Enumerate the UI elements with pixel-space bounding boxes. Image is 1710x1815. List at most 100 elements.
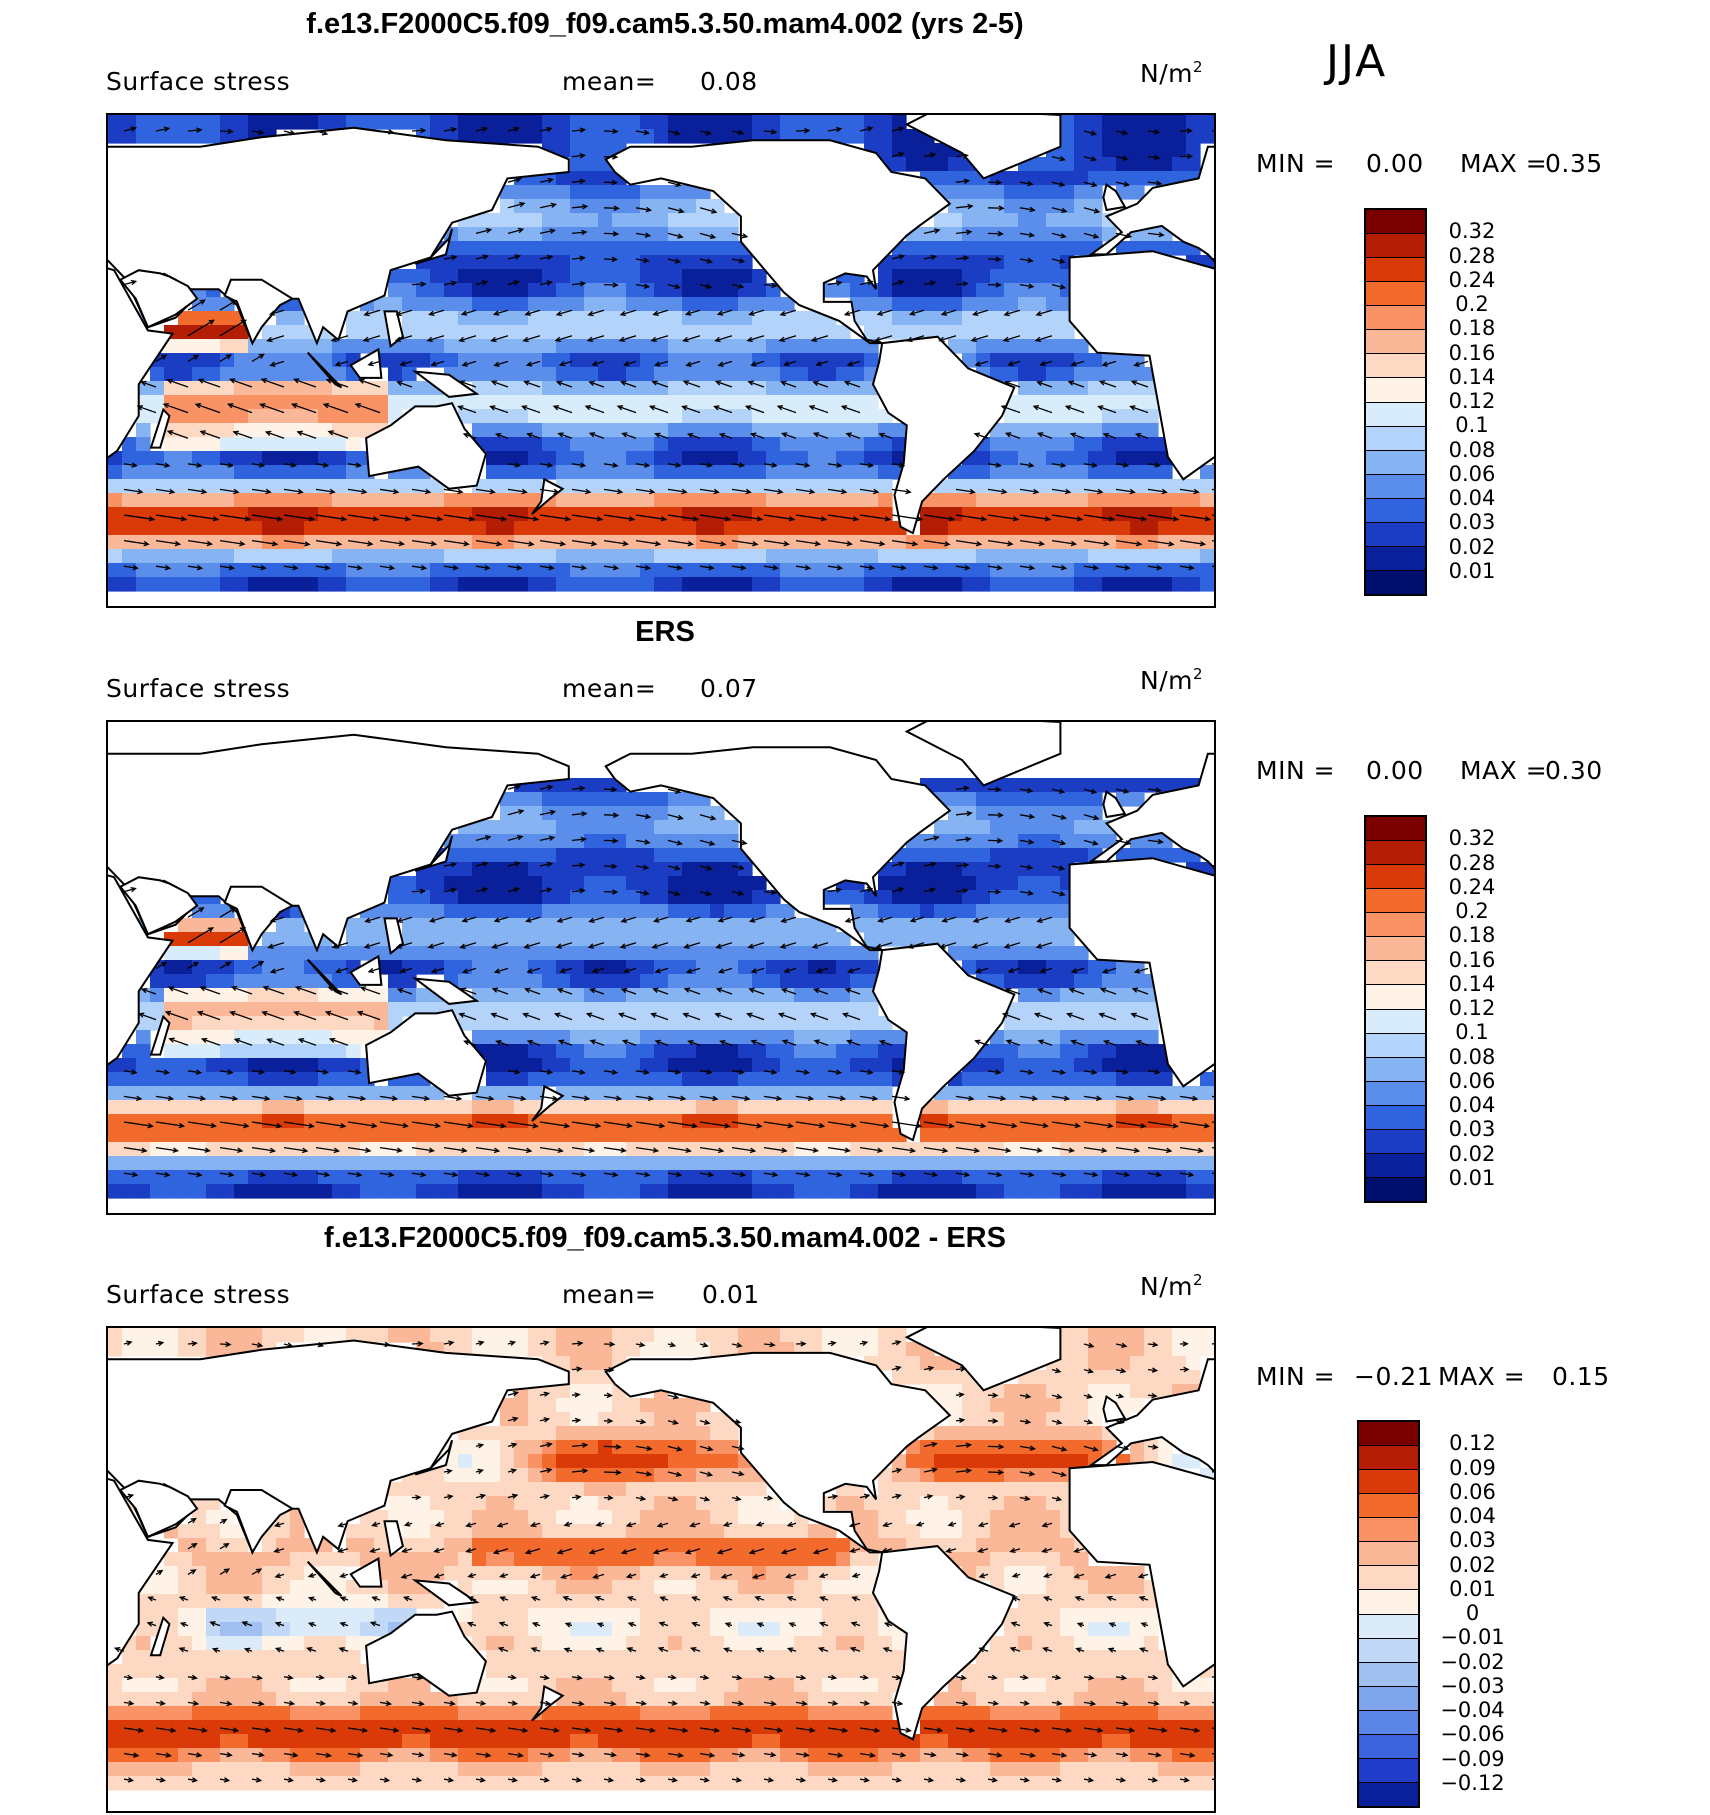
stress-arrow [923, 539, 950, 546]
stress-arrowhead [906, 336, 913, 343]
stress-arrowhead [1002, 336, 1010, 343]
field-cell [1004, 367, 1019, 382]
field-cell [360, 1100, 375, 1115]
field-cell [150, 1002, 165, 1017]
stress-arrowhead [1102, 432, 1110, 439]
stress-arrow [1040, 360, 1053, 366]
field-cell [1032, 862, 1047, 877]
stress-arrow [571, 838, 586, 842]
field-cell [388, 395, 403, 410]
stress-arrow [507, 488, 527, 493]
field-cell [1032, 1156, 1047, 1171]
field-cell [570, 1142, 585, 1157]
field-cell [780, 479, 795, 494]
stress-arrowhead [683, 943, 690, 949]
field-cell [262, 549, 277, 564]
field-cell [192, 1128, 207, 1143]
stress-arrow [907, 335, 925, 342]
field-cell [416, 269, 431, 284]
stress-arrow [155, 514, 186, 521]
field-cell [710, 437, 725, 452]
field-cell [304, 1044, 319, 1059]
panel-1-colorbar-ticks: 0.32 0.28 0.24 0.2 0.18 0.16 0.14 0.12 0.1 0.08 0.… [1432, 208, 1512, 596]
field-cell [1074, 423, 1089, 438]
stress-arrowhead [514, 462, 521, 468]
field-cell [892, 325, 907, 340]
stress-arrow [955, 514, 986, 521]
stress-arrowhead [226, 403, 234, 409]
stress-arrow [490, 405, 509, 414]
field-cell [206, 1002, 221, 1017]
field-cell [542, 1016, 557, 1031]
stress-vectors [123, 126, 1214, 571]
field-cell [1032, 451, 1047, 466]
field-cell [822, 1086, 837, 1101]
stress-arrow [879, 433, 893, 439]
field-cell [668, 325, 683, 340]
field-cell [598, 199, 613, 214]
field-cell [626, 339, 641, 354]
stress-arrow [667, 232, 683, 238]
field-cell [598, 1100, 613, 1115]
stress-arrow [571, 463, 585, 467]
field-cell [1172, 1184, 1187, 1199]
field-cell [990, 521, 1005, 536]
field-cell [794, 325, 809, 340]
stress-arrow [784, 967, 797, 973]
field-cell [976, 297, 991, 312]
field-cell [1130, 493, 1145, 508]
field-cell [542, 353, 557, 368]
field-cell [206, 1086, 221, 1101]
field-cell [570, 283, 585, 298]
stress-arrowhead [867, 126, 874, 132]
field-cell [108, 1086, 123, 1101]
stress-arrowhead [685, 917, 693, 923]
field-cell [668, 1114, 683, 1129]
field-cell [542, 918, 557, 933]
field-cell [248, 479, 263, 494]
field-cell [192, 339, 207, 354]
field-cell [542, 423, 557, 438]
stress-arrow [731, 232, 748, 238]
panel-1-colorbar [1364, 208, 1427, 596]
field-cell [640, 451, 655, 466]
field-cell [850, 1072, 865, 1087]
field-cell [444, 283, 459, 298]
field-cell [374, 1002, 389, 1017]
field-cell [1074, 1184, 1089, 1199]
field-cell [458, 129, 473, 144]
field-cell [990, 269, 1005, 284]
stress-arrowhead [459, 943, 466, 949]
stress-arrow [251, 488, 271, 493]
field-cell [976, 1058, 991, 1073]
field-cell [696, 507, 711, 522]
field-cell [192, 577, 207, 592]
field-cell [626, 213, 641, 228]
stress-arrow [335, 360, 349, 366]
stress-arrow [763, 488, 783, 493]
field-cell [1046, 297, 1061, 312]
field-cell [682, 549, 697, 564]
field-cell [206, 1100, 221, 1115]
stress-arrow [891, 862, 904, 867]
stress-arrowhead [1108, 516, 1116, 522]
stress-arrowhead [779, 310, 786, 317]
stress-arrow [683, 380, 701, 388]
field-cell [416, 890, 431, 905]
stress-arrow [231, 986, 253, 995]
field-cell [556, 1184, 571, 1199]
field-cell [514, 451, 529, 466]
field-cell [976, 1184, 991, 1199]
field-cell [514, 1044, 529, 1059]
field-cell [682, 1142, 697, 1157]
field-cell [598, 353, 613, 368]
field-cell [276, 577, 291, 592]
field-cell [262, 1058, 277, 1073]
field-cell [500, 1058, 515, 1073]
field-cell [850, 409, 865, 424]
stress-arrow [123, 127, 136, 132]
field-cell [1032, 493, 1047, 508]
field-cell [150, 1100, 165, 1115]
field-cell [346, 115, 361, 130]
field-cell [878, 493, 893, 508]
